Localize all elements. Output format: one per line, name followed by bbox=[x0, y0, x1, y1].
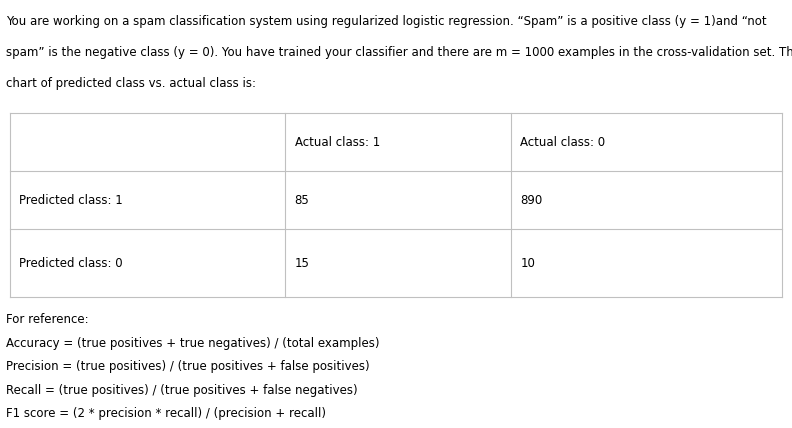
Text: F1 score = (2 * precision * recall) / (precision + recall): F1 score = (2 * precision * recall) / (p… bbox=[6, 407, 326, 420]
Text: Accuracy = (true positives + true negatives) / (total examples): Accuracy = (true positives + true negati… bbox=[6, 337, 380, 350]
Text: chart of predicted class vs. actual class is:: chart of predicted class vs. actual clas… bbox=[6, 77, 257, 89]
Text: Precision = (true positives) / (true positives + false positives): Precision = (true positives) / (true pos… bbox=[6, 360, 370, 373]
Text: Actual class: 0: Actual class: 0 bbox=[520, 136, 605, 149]
Text: For reference:: For reference: bbox=[6, 313, 89, 326]
Text: Actual class: 1: Actual class: 1 bbox=[295, 136, 380, 149]
Text: Predicted class: 0: Predicted class: 0 bbox=[19, 257, 123, 270]
Text: Recall = (true positives) / (true positives + false negatives): Recall = (true positives) / (true positi… bbox=[6, 384, 358, 397]
Text: spam” is the negative class (y = 0). You have trained your classifier and there : spam” is the negative class (y = 0). You… bbox=[6, 46, 792, 59]
Text: 890: 890 bbox=[520, 193, 543, 207]
Text: 85: 85 bbox=[295, 193, 310, 207]
Text: 10: 10 bbox=[520, 257, 535, 270]
Text: You are working on a spam classification system using regularized logistic regre: You are working on a spam classification… bbox=[6, 15, 767, 28]
Text: 15: 15 bbox=[295, 257, 310, 270]
Text: Predicted class: 1: Predicted class: 1 bbox=[19, 193, 123, 207]
